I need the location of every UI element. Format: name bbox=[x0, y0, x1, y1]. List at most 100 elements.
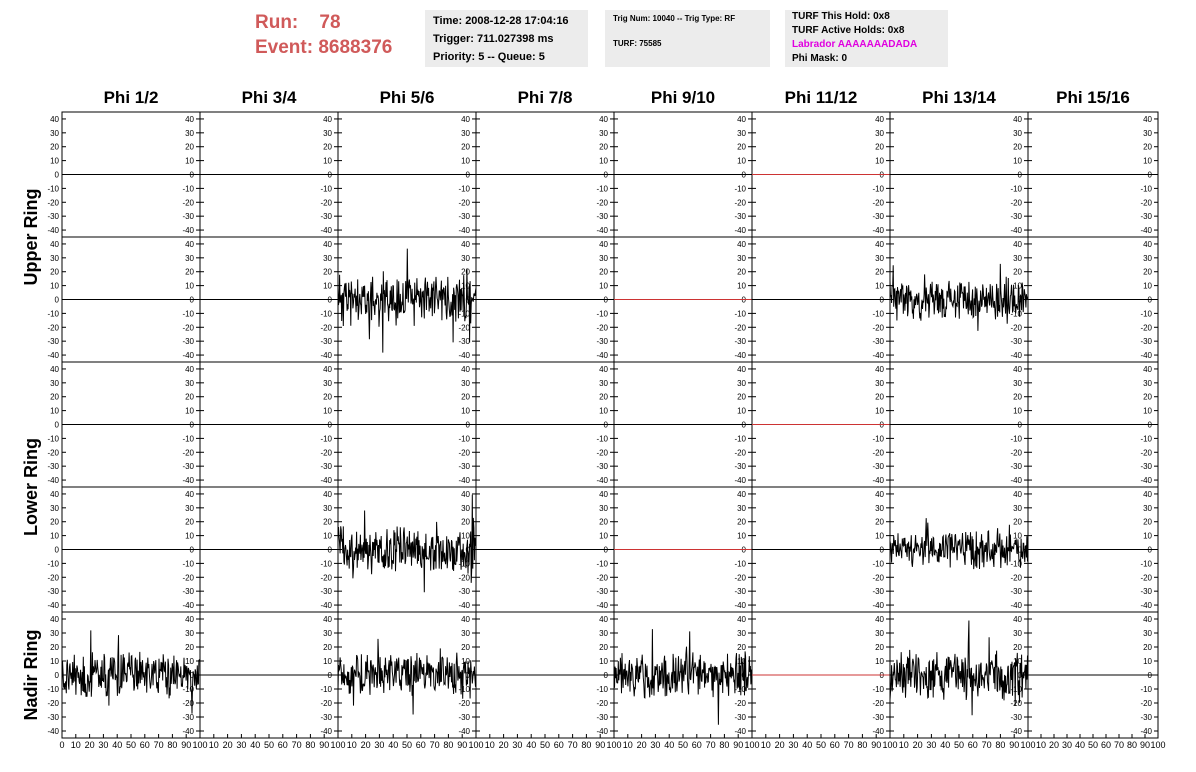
x-tick-label: 40 bbox=[802, 740, 812, 750]
y-tick-label: -30 bbox=[872, 212, 884, 221]
x-tick-label: 30 bbox=[374, 740, 384, 750]
y-tick-label: 30 bbox=[1143, 379, 1152, 388]
event-row: Event: 8688376 bbox=[255, 35, 392, 60]
y-tick-label: -20 bbox=[872, 573, 884, 582]
y-tick-label: 40 bbox=[323, 615, 332, 624]
x-tick-label: 70 bbox=[430, 740, 440, 750]
y-tick-label: -30 bbox=[1140, 212, 1152, 221]
y-tick-label: 30 bbox=[737, 504, 746, 513]
y-tick-label: -20 bbox=[182, 323, 194, 332]
y-tick-label: 10 bbox=[599, 157, 608, 166]
y-tick-label: 30 bbox=[185, 629, 194, 638]
y-tick-label: -40 bbox=[458, 601, 470, 610]
y-tick-label: -20 bbox=[1140, 699, 1152, 708]
y-tick-label: 20 bbox=[1013, 268, 1022, 277]
y-tick-label: -30 bbox=[47, 212, 59, 221]
y-tick-label: -30 bbox=[1140, 462, 1152, 471]
run-row: Run: 78 bbox=[255, 10, 392, 35]
y-tick-label: 40 bbox=[1013, 490, 1022, 499]
x-tick-label: 40 bbox=[664, 740, 674, 750]
y-tick-label: -10 bbox=[734, 184, 746, 193]
y-tick-label: 30 bbox=[323, 129, 332, 138]
trace-line bbox=[61, 630, 201, 714]
y-tick-label: 10 bbox=[323, 157, 332, 166]
y-tick-label: -10 bbox=[1010, 685, 1022, 694]
y-tick-label: -40 bbox=[872, 727, 884, 736]
y-tick-label: -40 bbox=[596, 226, 608, 235]
y-tick-label: 20 bbox=[737, 518, 746, 527]
y-tick-label: -30 bbox=[596, 212, 608, 221]
y-tick-label: -30 bbox=[458, 587, 470, 596]
y-tick-label: 20 bbox=[1013, 518, 1022, 527]
y-tick-label: 20 bbox=[875, 643, 884, 652]
y-tick-label: 20 bbox=[50, 143, 59, 152]
y-tick-label: 30 bbox=[599, 379, 608, 388]
x-tick-label: 10 bbox=[899, 740, 909, 750]
y-tick-label: -40 bbox=[182, 351, 194, 360]
x-tick-label: 80 bbox=[443, 740, 453, 750]
y-tick-label: 20 bbox=[737, 393, 746, 402]
y-tick-label: -40 bbox=[872, 476, 884, 485]
y-tick-label: -30 bbox=[320, 337, 332, 346]
x-tick-label: 20 bbox=[775, 740, 785, 750]
y-tick-label: 40 bbox=[1143, 115, 1152, 124]
y-tick-label: -40 bbox=[1140, 476, 1152, 485]
y-tick-label: 10 bbox=[185, 407, 194, 416]
y-tick-label: -40 bbox=[1010, 727, 1022, 736]
y-tick-label: 30 bbox=[50, 629, 59, 638]
y-tick-label: -40 bbox=[458, 351, 470, 360]
y-tick-label: 10 bbox=[599, 407, 608, 416]
y-tick-label: -40 bbox=[1010, 351, 1022, 360]
y-tick-label: -20 bbox=[734, 198, 746, 207]
y-tick-label: -40 bbox=[872, 226, 884, 235]
time-info-panel: Time: 2008-12-28 17:04:16 Trigger: 711.0… bbox=[425, 10, 588, 67]
y-tick-label: -20 bbox=[734, 573, 746, 582]
y-tick-label: 30 bbox=[323, 504, 332, 513]
y-tick-label: 40 bbox=[737, 615, 746, 624]
y-tick-label: 40 bbox=[323, 240, 332, 249]
x-tick-label: 30 bbox=[650, 740, 660, 750]
x-tick-label: 90 bbox=[1009, 740, 1019, 750]
y-tick-label: 40 bbox=[50, 365, 59, 374]
y-tick-label: 30 bbox=[737, 254, 746, 263]
y-tick-label: -30 bbox=[1010, 337, 1022, 346]
y-tick-label: 20 bbox=[1143, 643, 1152, 652]
y-tick-label: -20 bbox=[1010, 198, 1022, 207]
x-tick-label: 40 bbox=[526, 740, 536, 750]
y-tick-label: -30 bbox=[1010, 587, 1022, 596]
y-tick-label: -30 bbox=[1010, 212, 1022, 221]
y-tick-label: 30 bbox=[461, 379, 470, 388]
y-tick-label: 30 bbox=[599, 254, 608, 263]
trace-line bbox=[337, 494, 477, 593]
y-tick-label: 30 bbox=[185, 254, 194, 263]
y-tick-label: -40 bbox=[47, 727, 59, 736]
y-tick-label: -40 bbox=[734, 727, 746, 736]
y-tick-label: 40 bbox=[1143, 365, 1152, 374]
y-tick-label: 20 bbox=[50, 643, 59, 652]
y-tick-label: -10 bbox=[872, 184, 884, 193]
y-tick-label: -20 bbox=[458, 198, 470, 207]
y-tick-label: 30 bbox=[50, 254, 59, 263]
x-tick-label: 30 bbox=[788, 740, 798, 750]
y-tick-label: 20 bbox=[185, 393, 194, 402]
y-tick-label: 30 bbox=[50, 129, 59, 138]
y-tick-label: -40 bbox=[182, 601, 194, 610]
y-tick-label: -30 bbox=[596, 462, 608, 471]
y-tick-label: 0 bbox=[55, 546, 60, 555]
y-tick-label: -10 bbox=[182, 309, 194, 318]
trace-line bbox=[889, 518, 1029, 570]
y-tick-label: 30 bbox=[875, 629, 884, 638]
y-tick-label: 30 bbox=[323, 379, 332, 388]
y-tick-label: 0 bbox=[55, 171, 60, 180]
y-tick-label: -30 bbox=[872, 462, 884, 471]
y-tick-label: 30 bbox=[461, 129, 470, 138]
x-tick-label: 100 bbox=[606, 740, 621, 750]
x-tick-label: 40 bbox=[250, 740, 260, 750]
y-tick-label: -20 bbox=[47, 198, 59, 207]
y-tick-label: 20 bbox=[461, 518, 470, 527]
y-tick-label: 0 bbox=[190, 671, 195, 680]
y-tick-label: -10 bbox=[320, 184, 332, 193]
turf-info-panel: TURF This Hold: 0x8 TURF Active Holds: 0… bbox=[785, 10, 948, 67]
y-tick-label: -40 bbox=[872, 351, 884, 360]
y-tick-label: -10 bbox=[320, 685, 332, 694]
